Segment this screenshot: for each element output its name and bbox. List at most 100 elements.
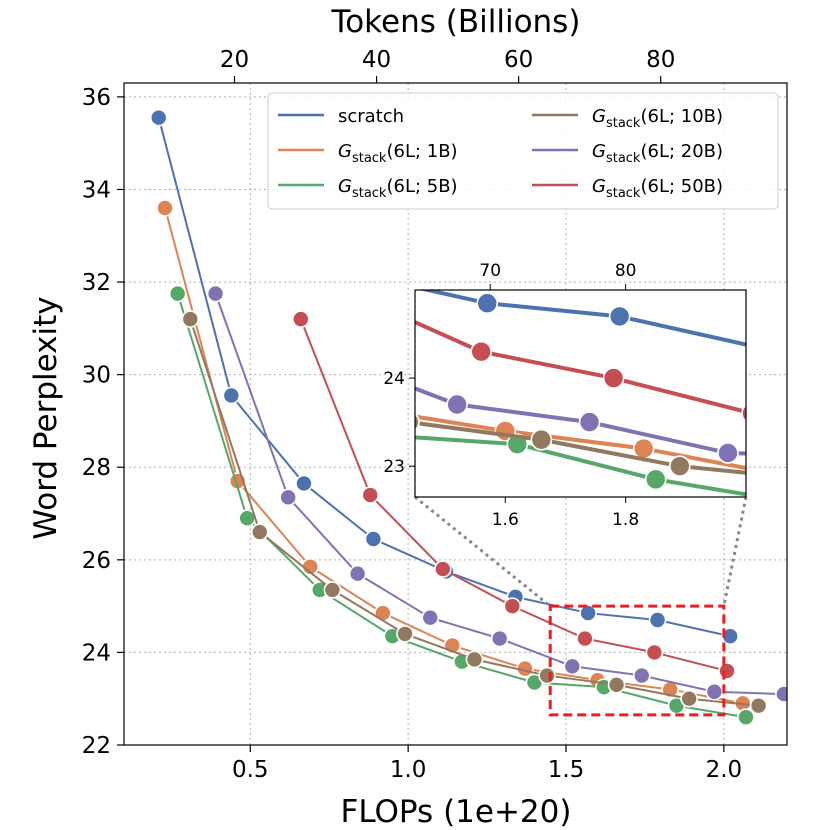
legend-label-5: Gstack(6L; 50B) bbox=[592, 176, 723, 201]
series-point-4-3 bbox=[421, 608, 440, 627]
series-point-3-8 bbox=[749, 696, 768, 715]
zoom-connector-right bbox=[722, 496, 748, 607]
series-point-5-3 bbox=[503, 597, 522, 615]
x-tick-label-1: 1.0 bbox=[390, 757, 427, 783]
inset-series-5 bbox=[62, 69, 746, 423]
zoom-connector-left bbox=[414, 495, 552, 608]
series-point-1-0 bbox=[156, 199, 174, 217]
inset-series-point-0-8 bbox=[748, 337, 768, 357]
series-point-3-7 bbox=[680, 689, 698, 708]
series-point-0-1 bbox=[222, 386, 241, 405]
inset-series-point-3-2 bbox=[0, 249, 10, 269]
legend-box bbox=[267, 92, 779, 210]
series-point-3-4 bbox=[465, 650, 484, 669]
series-point-4-0 bbox=[206, 284, 225, 303]
legend-label-1: Gstack(6L; 1B) bbox=[338, 141, 458, 166]
y-tick-label-2: 26 bbox=[82, 548, 111, 574]
series-point-4-6 bbox=[632, 666, 651, 685]
inset-series-point-5-3 bbox=[333, 280, 353, 300]
axis-ticks: 0.5 1.0 1.5 2.0 22 24 26 28 30 32 34 36 20 40 60 80 bbox=[82, 47, 742, 783]
legend: scratch Gstack(6L; 1B) Gstack(6L; 5B) Gstac… bbox=[267, 92, 779, 210]
inset-x-tick-label-0: 1.6 bbox=[492, 510, 519, 530]
inset-series-4 bbox=[415, 386, 746, 464]
inset-series-point-3-8 bbox=[802, 469, 822, 489]
inset-y-tick-label-0: 23 bbox=[383, 457, 405, 477]
series-3 bbox=[181, 310, 768, 715]
y-tick-label-1: 24 bbox=[82, 640, 111, 666]
legend-label-0: scratch bbox=[338, 106, 404, 127]
legend-label-4: Gstack(6L; 20B) bbox=[592, 141, 723, 166]
inset-series-point-1-3 bbox=[86, 293, 106, 313]
inset-top-tick-label-0: 70 bbox=[479, 261, 501, 281]
inset-series-point-5-1 bbox=[62, 69, 82, 89]
inset-series-line-0 bbox=[418, 290, 746, 347]
x-tick-label-3: 2.0 bbox=[706, 757, 743, 783]
legend-label-3: Gstack(6L; 10B) bbox=[592, 106, 723, 131]
y-tick-label-0: 22 bbox=[82, 733, 111, 759]
top-axis-label: Tokens (Billions) bbox=[331, 4, 581, 40]
main-axes-frame bbox=[123, 82, 788, 746]
inset-series-point-2-7 bbox=[644, 468, 667, 491]
series-point-4-7 bbox=[705, 682, 724, 701]
x-tick-label-2: 1.5 bbox=[548, 757, 585, 783]
series-point-4-1 bbox=[279, 488, 297, 507]
inset-series-3 bbox=[0, 249, 822, 489]
inset-series-0 bbox=[68, 152, 768, 357]
series-point-3-1 bbox=[250, 523, 269, 541]
series-point-2-0 bbox=[168, 284, 187, 303]
zoom-box bbox=[548, 604, 726, 717]
series-point-3-0 bbox=[181, 310, 200, 328]
inset-series-line-4 bbox=[415, 386, 746, 456]
top-tick-label-0: 20 bbox=[220, 47, 249, 73]
inset-series-point-0-6 bbox=[476, 292, 499, 315]
inset-series-point-4-6 bbox=[578, 411, 601, 433]
top-tick-label-2: 60 bbox=[504, 47, 533, 73]
series-point-5-6 bbox=[718, 662, 736, 680]
y-tick-label-5: 32 bbox=[82, 270, 111, 296]
inset-series-line-1 bbox=[415, 414, 746, 471]
inset-series-point-4-7 bbox=[717, 442, 739, 464]
inset-series-point-4-5 bbox=[446, 393, 468, 416]
series-point-0-8 bbox=[721, 627, 739, 646]
series-point-4-4 bbox=[490, 629, 509, 648]
series-point-5-5 bbox=[645, 643, 664, 662]
inset-series-point-0-7 bbox=[608, 305, 631, 328]
inset-top-tick-label-1: 80 bbox=[615, 261, 637, 281]
inset-series-line-3 bbox=[415, 420, 746, 475]
series-point-0-6 bbox=[579, 604, 597, 622]
inset-series-point-3-6 bbox=[530, 428, 553, 451]
inset-series-point-5-5 bbox=[602, 367, 625, 389]
series-point-5-4 bbox=[576, 629, 594, 648]
series-group bbox=[149, 108, 787, 727]
series-point-5-1 bbox=[361, 486, 380, 504]
series-point-4-5 bbox=[563, 657, 582, 676]
series-point-0-7 bbox=[648, 611, 667, 629]
inset-series-group bbox=[0, 69, 822, 497]
series-point-0-3 bbox=[364, 530, 383, 548]
y-tick-label-3: 28 bbox=[82, 455, 111, 481]
inset-series-point-0-3 bbox=[68, 152, 88, 172]
inset-x-tick-label-1: 1.8 bbox=[612, 510, 639, 530]
inset-series-point-5-4 bbox=[470, 340, 493, 363]
series-4 bbox=[206, 284, 787, 703]
series-point-0-0 bbox=[149, 108, 168, 127]
y-axis-label: Word Perplexity bbox=[28, 296, 64, 539]
inset-series-point-1-5 bbox=[357, 399, 377, 419]
inset-series-point-5-6 bbox=[741, 404, 746, 423]
inset-series-point-3-5 bbox=[415, 413, 420, 432]
inset-series-point-0-5 bbox=[339, 262, 359, 282]
series-point-2-8 bbox=[737, 708, 755, 727]
inset-axes: 1.6 1.8 23 24 70 80 bbox=[0, 69, 822, 530]
inset-series-point-2-3 bbox=[104, 337, 124, 357]
series-point-5-0 bbox=[291, 310, 310, 328]
inset-series-point-2-5 bbox=[375, 425, 395, 445]
series-5 bbox=[291, 310, 736, 680]
inset-series-line-2 bbox=[415, 435, 746, 497]
legend-label-2: Gstack(6L; 5B) bbox=[338, 176, 458, 201]
series-point-4-2 bbox=[348, 564, 367, 583]
series-point-3-3 bbox=[396, 625, 414, 643]
series-point-3-2 bbox=[323, 581, 342, 599]
inset-series-point-1-8 bbox=[772, 465, 792, 485]
